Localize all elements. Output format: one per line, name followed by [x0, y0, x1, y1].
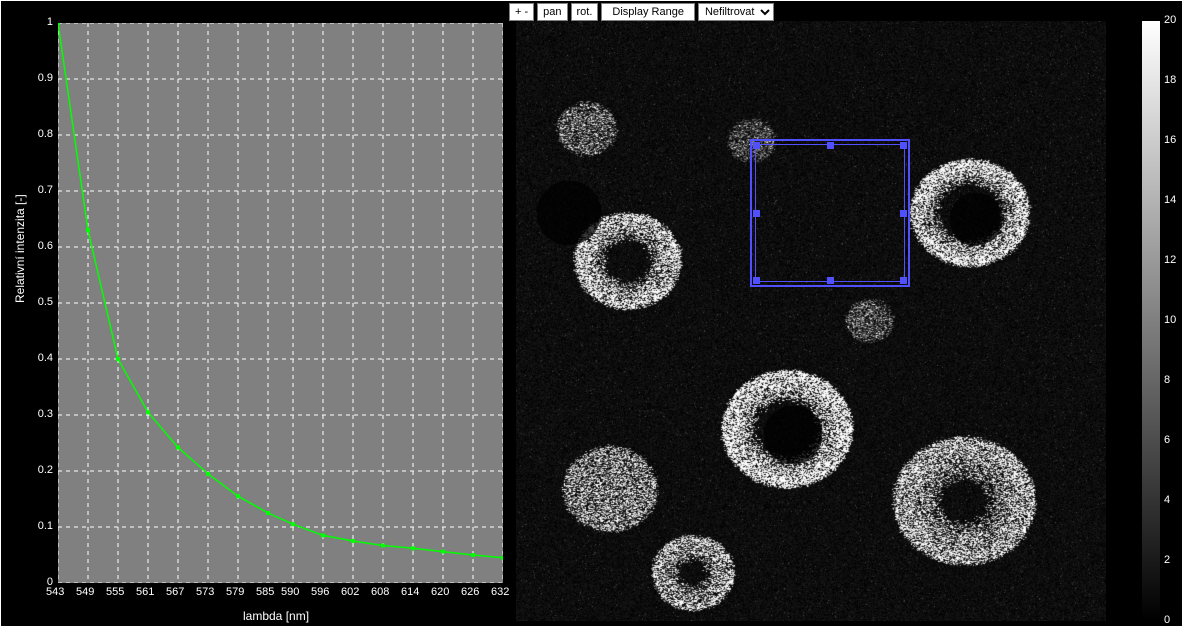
x-tick-label: 543: [46, 586, 64, 598]
image-panel: [516, 21, 1106, 621]
roi-handle-tl[interactable]: [753, 142, 760, 149]
colorbar-tick-label: 0: [1164, 614, 1170, 626]
roi-handle-mb[interactable]: [827, 277, 834, 284]
roi-handle-ml[interactable]: [753, 210, 760, 217]
roi-handle-br[interactable]: [900, 277, 907, 284]
y-tick-label: 0.3: [23, 408, 53, 420]
microscopy-image[interactable]: [516, 21, 1106, 621]
roi-handle-tr[interactable]: [900, 142, 907, 149]
x-tick-label: 567: [166, 586, 184, 598]
colorbar-tick-label: 16: [1164, 134, 1176, 146]
x-tick-label: 579: [226, 586, 244, 598]
y-tick-label: 0.7: [23, 184, 53, 196]
y-tick-label: 0.4: [23, 352, 53, 364]
colorbar-tick-label: 14: [1164, 194, 1176, 206]
colorbar-tick-label: 4: [1164, 494, 1170, 506]
pan-button[interactable]: pan: [537, 3, 567, 21]
colorbar-tick-label: 18: [1164, 74, 1176, 86]
roi-selection[interactable]: [755, 144, 905, 282]
colorbar-tick-label: 6: [1164, 434, 1170, 446]
x-tick-label: 561: [136, 586, 154, 598]
colorbar-tick-label: 10: [1164, 314, 1176, 326]
x-tick-label: 585: [256, 586, 274, 598]
x-tick-label: 614: [401, 586, 419, 598]
x-tick-label: 608: [371, 586, 389, 598]
x-tick-label: 555: [106, 586, 124, 598]
x-tick-label: 596: [311, 586, 329, 598]
colorbar-tick-label: 12: [1164, 254, 1176, 266]
chart-svg: [58, 23, 503, 583]
roi-handle-mt[interactable]: [827, 142, 834, 149]
y-tick-label: 0.1: [23, 520, 53, 532]
roi-handle-mr[interactable]: [900, 210, 907, 217]
x-tick-label: 590: [281, 586, 299, 598]
filter-select[interactable]: Nefiltrovat: [698, 3, 774, 21]
chart-panel: Relativní intenzita [-] lambda [nm] 00.1…: [3, 3, 511, 626]
x-tick-label: 632: [491, 586, 509, 598]
y-tick-label: 0.5: [23, 296, 53, 308]
rotate-button[interactable]: rot.: [571, 3, 599, 21]
y-tick-label: 0.2: [23, 464, 53, 476]
display-range-button[interactable]: Display Range: [601, 3, 695, 21]
chart-plot-area: [58, 23, 503, 583]
toolbar: + - pan rot. Display Range Nefiltrovat: [509, 3, 774, 21]
zoom-button[interactable]: + -: [509, 3, 534, 21]
roi-handle-bl[interactable]: [753, 277, 760, 284]
x-tick-label: 620: [431, 586, 449, 598]
y-tick-label: 1: [23, 16, 53, 28]
x-tick-label: 573: [196, 586, 214, 598]
y-tick-label: 0.9: [23, 72, 53, 84]
y-tick-label: 0.8: [23, 128, 53, 140]
x-tick-label: 549: [76, 586, 94, 598]
colorbar-tick-label: 8: [1164, 374, 1170, 386]
colorbar-tick-label: 20: [1164, 14, 1176, 26]
x-axis-label: lambda [nm]: [243, 609, 309, 623]
x-tick-label: 602: [341, 586, 359, 598]
colorbar: 20181614121086420: [1142, 21, 1160, 621]
x-tick-label: 626: [461, 586, 479, 598]
colorbar-gradient: [1142, 21, 1160, 621]
y-tick-label: 0.6: [23, 240, 53, 252]
colorbar-tick-label: 2: [1164, 554, 1170, 566]
